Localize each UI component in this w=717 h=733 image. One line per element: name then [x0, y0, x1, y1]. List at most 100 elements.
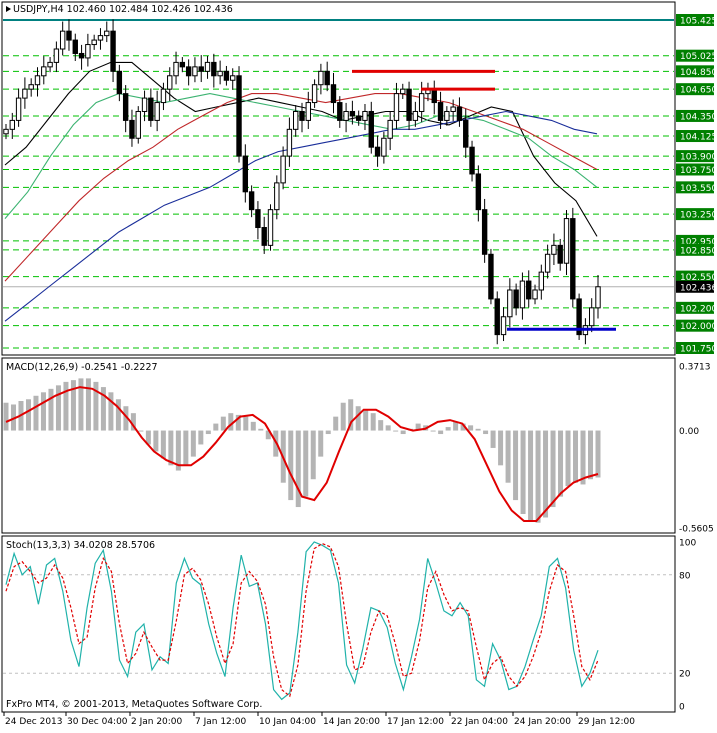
stoch-tick-label: 20: [679, 670, 691, 680]
price-tag-box: [676, 130, 714, 143]
macd-histogram-bar: [48, 388, 54, 431]
macd-histogram-bar: [213, 423, 219, 431]
stoch-tick-label: 0: [679, 703, 685, 713]
macd-histogram-bar: [168, 430, 174, 466]
macd-histogram-bar: [138, 430, 144, 432]
candle-body: [91, 39, 97, 46]
macd-histogram-bar: [550, 430, 556, 508]
price-tick-label: 103.750: [680, 166, 717, 176]
price-tag-box: [676, 14, 714, 26]
price-tag-box: [676, 342, 714, 354]
price-tick-label: 103.900: [680, 153, 717, 163]
macd-histogram-bar: [220, 416, 226, 431]
candle-body: [104, 30, 110, 37]
macd-histogram-bar: [310, 430, 316, 480]
support-resistance-lines: [352, 69, 616, 331]
candle-body: [154, 102, 160, 121]
price-tag-box: [676, 83, 714, 96]
macd-histogram-bar: [3, 402, 9, 431]
price-tick-label: 105.425: [680, 17, 717, 27]
macd-histogram-bar: [250, 421, 256, 431]
price-tick-label: 104.650: [680, 86, 717, 96]
candle-body: [129, 119, 135, 139]
macd-histogram-bar: [520, 430, 526, 515]
candle-body: [141, 97, 148, 112]
macd-histogram-bar: [93, 381, 99, 431]
candle-body: [230, 75, 236, 81]
candle-body: [236, 75, 242, 157]
macd-signal-line: [5, 386, 599, 522]
price-tag-box: [676, 280, 714, 293]
macd-histogram-bar: [498, 430, 504, 466]
candle-body: [242, 155, 249, 193]
price-tag-box: [676, 163, 714, 176]
macd-histogram-bar: [108, 392, 114, 431]
candle-body: [22, 88, 28, 99]
macd-histogram-bar: [340, 402, 346, 431]
macd-histogram-bar: [130, 413, 136, 431]
time-tick-label: 29 Jan 12:00: [578, 717, 635, 727]
moving-average-blue-line: [4, 110, 598, 322]
macd-histogram-bar: [460, 423, 466, 431]
macd-histogram-bar: [295, 430, 301, 508]
candle-body: [469, 146, 475, 175]
candle-body: [481, 209, 488, 255]
macd-histogram-bar: [430, 430, 436, 432]
macd-tick-label: -0.5605: [679, 525, 714, 535]
stoch-tick-label: 80: [679, 571, 691, 581]
macd-header: MACD(12,26,9) -0.2541 -0.2227: [6, 362, 158, 373]
candle-body: [305, 102, 311, 121]
candle-body: [570, 218, 576, 300]
price-tick-label: 103.550: [680, 184, 717, 194]
macd-histogram-bar: [438, 430, 444, 435]
price-tick-label: 102.950: [680, 237, 717, 247]
price-tick-label: 102.200: [680, 304, 717, 314]
candle-body: [28, 84, 34, 90]
stoch-panel[interactable]: [1, 535, 676, 713]
candle-body: [513, 289, 519, 309]
candle-body: [41, 66, 47, 77]
price-tag-box: [676, 49, 714, 62]
candle-body: [148, 97, 154, 121]
time-tick-label: 30 Dec 04:00: [67, 717, 128, 727]
candle-body: [223, 70, 230, 81]
macd-histogram-bar: [243, 416, 249, 431]
candle-body: [475, 173, 482, 211]
candle-body: [393, 93, 400, 121]
candle-body: [418, 93, 425, 112]
stoch-header: Stoch(13,3,3) 34.0208 28.5706: [6, 540, 155, 551]
candle-body: [400, 88, 406, 95]
time-tick-label: 10 Jan 04:00: [259, 717, 316, 727]
macd-histogram-bar: [318, 430, 324, 457]
macd-histogram-bar: [258, 428, 264, 431]
candle-body: [267, 209, 274, 246]
macd-histogram-bar: [78, 378, 84, 431]
time-tick-label: 14 Jan 20:00: [323, 717, 380, 727]
candle-body: [173, 61, 179, 77]
candle-body: [488, 253, 494, 300]
price-tick-label: 104.850: [680, 68, 717, 78]
macd-histogram-bar: [190, 430, 196, 457]
candle-body: [15, 97, 22, 121]
moving-average-black-line: [4, 61, 598, 237]
candle-body: [374, 146, 381, 157]
candle-body: [595, 286, 601, 309]
price-tag-box: [676, 109, 714, 122]
candle-body: [47, 61, 53, 68]
time-tick-label: 24 Jan 20:00: [514, 717, 571, 727]
candle-body: [431, 88, 437, 104]
macd-histogram-bar: [123, 406, 129, 431]
stoch-signal-line: [5, 542, 599, 698]
price-tag-box: [676, 65, 714, 78]
candle-body: [526, 280, 532, 300]
candle-body: [211, 61, 217, 77]
macd-histogram-bar: [558, 430, 564, 497]
macd-histogram-bar: [33, 395, 39, 431]
macd-histogram-bar: [205, 430, 211, 435]
candle-body: [500, 316, 507, 336]
candle-body: [160, 88, 167, 104]
candle-body: [204, 61, 211, 72]
price-tick-label: 103.250: [680, 211, 717, 221]
